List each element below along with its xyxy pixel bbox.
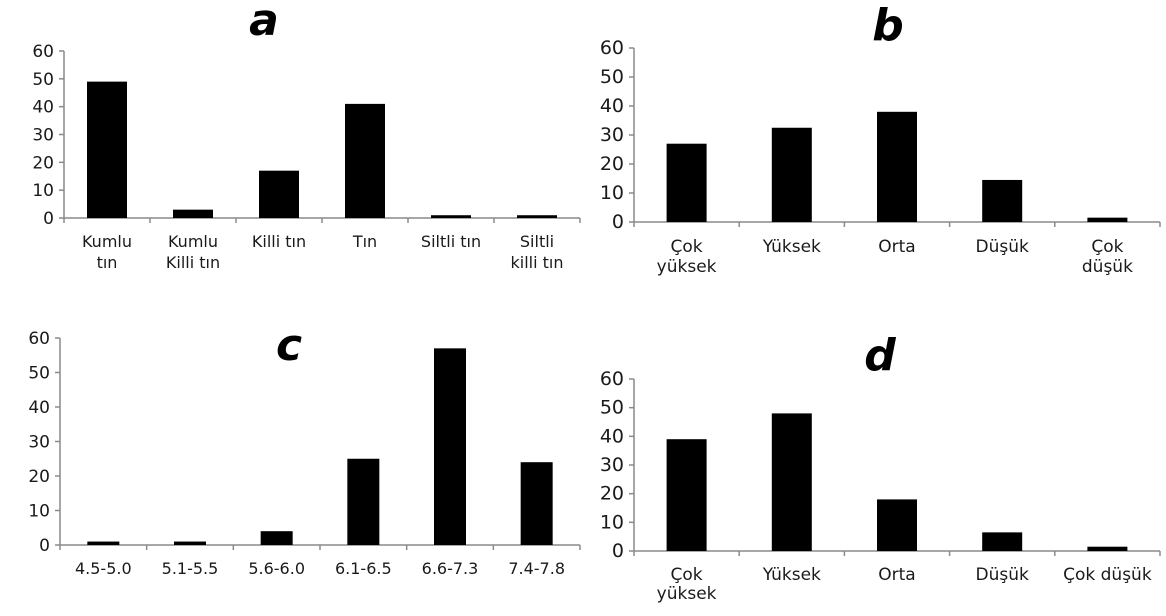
x-category-label: Siltli bbox=[520, 232, 554, 251]
y-tick-label: 20 bbox=[600, 483, 624, 505]
bar bbox=[87, 542, 119, 545]
x-category-label: Düşük bbox=[976, 237, 1029, 257]
bar bbox=[347, 459, 379, 545]
chart-panel-a: a 0 10 20 30 40 50 60 Kumlu tın Kumlu Killi tın Kill… bbox=[32, 0, 580, 272]
x-category-label: Çok bbox=[1091, 237, 1123, 257]
x-category-label: Tın bbox=[352, 232, 377, 251]
x-category-label: 6.1-6.5 bbox=[335, 559, 392, 578]
x-category-label: Çok düşük bbox=[1063, 565, 1152, 585]
y-tick-label: 60 bbox=[32, 42, 54, 62]
panel-title: d bbox=[864, 330, 896, 381]
chart-panel-c: c 0 10 20 30 40 50 60 4.5-5.0 5.1-5.5 5.6-6.0 6.1-6… bbox=[28, 320, 580, 578]
bar bbox=[982, 532, 1022, 551]
y-tick-label: 30 bbox=[600, 454, 624, 476]
bar bbox=[1087, 218, 1127, 222]
bar bbox=[667, 439, 707, 551]
y-tick-label: 30 bbox=[28, 433, 50, 453]
x-category-label: Orta bbox=[878, 237, 915, 257]
y-tick-label: 20 bbox=[32, 153, 54, 173]
y-tick-label: 40 bbox=[28, 398, 50, 418]
panel-title: c bbox=[276, 320, 302, 371]
y-tick-label: 10 bbox=[600, 511, 624, 533]
y-tick-label: 50 bbox=[32, 70, 54, 90]
panel-title: b bbox=[872, 0, 904, 51]
x-category-label: 7.4-7.8 bbox=[508, 559, 565, 578]
y-tick-label: 0 bbox=[612, 211, 624, 233]
x-category-label: Yüksek bbox=[762, 565, 821, 585]
y-tick-label: 50 bbox=[600, 397, 624, 419]
bar bbox=[259, 171, 299, 218]
bar bbox=[982, 180, 1022, 222]
bar bbox=[517, 215, 557, 218]
y-tick-label: 40 bbox=[600, 425, 624, 447]
bar bbox=[87, 82, 127, 218]
bar bbox=[667, 144, 707, 222]
bar bbox=[877, 499, 917, 551]
y-tick-label: 20 bbox=[600, 153, 624, 175]
x-category-label: yüksek bbox=[657, 257, 717, 277]
y-tick-label: 40 bbox=[600, 95, 624, 117]
bar bbox=[173, 210, 213, 218]
bar bbox=[772, 128, 812, 222]
bar bbox=[434, 348, 466, 545]
y-tick-label: 10 bbox=[32, 181, 54, 201]
bar bbox=[431, 215, 471, 218]
x-category-label: killi tın bbox=[511, 253, 564, 272]
y-tick-label: 60 bbox=[600, 37, 624, 59]
x-category-label: yüksek bbox=[657, 584, 717, 604]
bar bbox=[772, 413, 812, 551]
y-tick-label: 30 bbox=[32, 126, 54, 146]
bar bbox=[521, 462, 553, 545]
y-tick-label: 0 bbox=[43, 209, 54, 229]
y-tick-label: 0 bbox=[612, 540, 624, 562]
y-tick-label: 20 bbox=[28, 467, 50, 487]
y-tick-label: 60 bbox=[28, 329, 50, 349]
bar bbox=[1087, 547, 1127, 551]
x-category-label: Düşük bbox=[976, 565, 1029, 585]
y-tick-label: 40 bbox=[32, 98, 54, 118]
panel-title: a bbox=[249, 0, 279, 46]
x-category-label: 5.1-5.5 bbox=[162, 559, 219, 578]
x-category-label: Yüksek bbox=[762, 237, 821, 257]
x-category-label: 4.5-5.0 bbox=[75, 559, 132, 578]
y-tick-label: 60 bbox=[600, 368, 624, 390]
y-tick-label: 0 bbox=[39, 536, 50, 556]
y-tick-label: 50 bbox=[600, 66, 624, 88]
bar bbox=[877, 112, 917, 222]
x-category-label: Killi tın bbox=[252, 232, 306, 251]
x-category-label: 6.6-7.3 bbox=[422, 559, 479, 578]
x-category-label: Çok bbox=[671, 565, 703, 585]
x-category-label: Çok bbox=[671, 237, 703, 257]
bar bbox=[261, 531, 293, 545]
bar bbox=[345, 104, 385, 218]
x-category-label: tın bbox=[97, 253, 118, 272]
y-tick-label: 10 bbox=[28, 502, 50, 522]
x-category-label: Kumlu bbox=[82, 232, 132, 251]
y-tick-label: 50 bbox=[28, 364, 50, 384]
x-category-label: Orta bbox=[878, 565, 915, 585]
y-tick-label: 30 bbox=[600, 124, 624, 146]
y-tick-label: 10 bbox=[600, 182, 624, 204]
x-category-label: Siltli tın bbox=[421, 232, 481, 251]
x-category-label: Kumlu bbox=[168, 232, 218, 251]
x-category-label: 5.6-6.0 bbox=[248, 559, 305, 578]
x-category-label: Killi tın bbox=[166, 253, 220, 272]
bar bbox=[174, 542, 206, 545]
x-category-label: düşük bbox=[1082, 257, 1133, 277]
